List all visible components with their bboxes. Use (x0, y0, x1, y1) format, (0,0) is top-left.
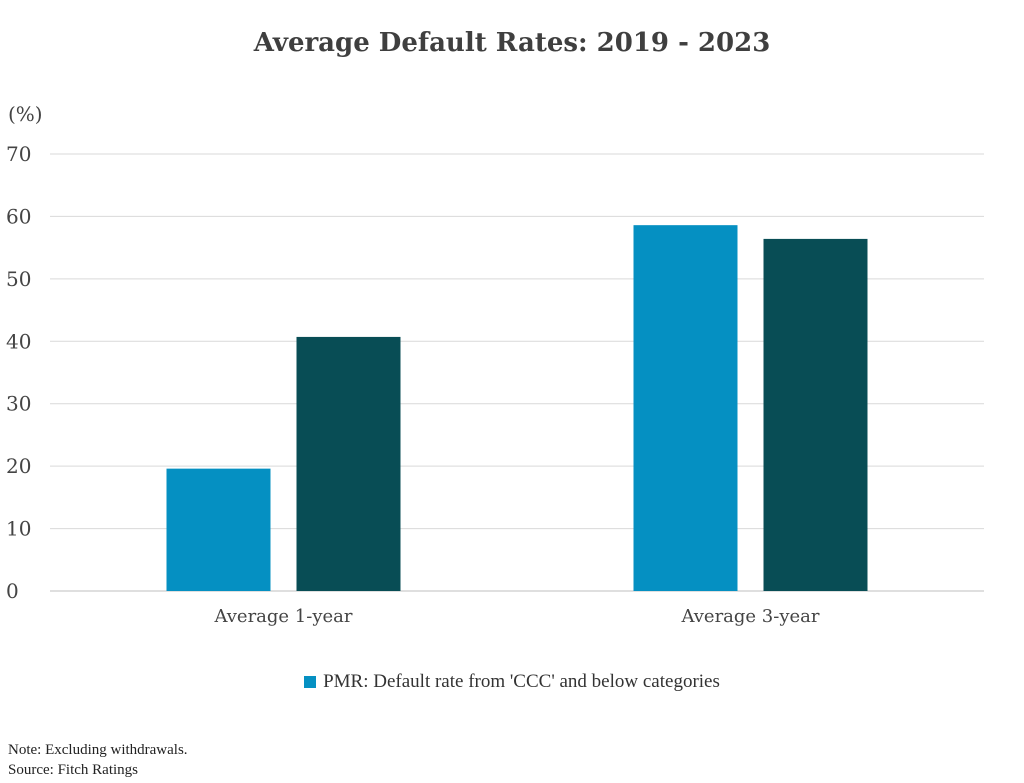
y-tick-label: 70 (6, 142, 31, 166)
y-tick-label: 60 (6, 204, 31, 228)
y-tick-label: 0 (6, 579, 19, 603)
bar (763, 238, 868, 591)
note-text: Note: Excluding withdrawals. (8, 742, 188, 758)
x-tick-label: Average 1-year (213, 606, 352, 627)
bar (296, 336, 401, 591)
y-tick-label: 30 (6, 392, 31, 416)
source-text: Source: Fitch Ratings (8, 762, 138, 778)
x-tick-label: Average 3-year (680, 606, 819, 627)
legend-swatch (304, 676, 317, 688)
legend-label: PMR: Default rate from 'CCC' and below c… (323, 671, 720, 692)
axis-labels: 0 10 20 30 40 50 60 70 (%) Average 1-year Average … (6, 102, 820, 627)
y-axis-label: (%) (8, 102, 43, 126)
y-tick-label: 20 (6, 454, 31, 478)
notes: Note: Excluding withdrawals. Source: Fit… (8, 740, 188, 780)
y-tick-label: 40 (6, 329, 31, 353)
bar (633, 225, 738, 591)
legend: PMR: Default rate from 'CCC' and below c… (0, 671, 1024, 693)
y-tick-label: 10 (6, 517, 31, 541)
bars (166, 225, 868, 591)
chart-title: Average Default Rates: 2019 - 2023 (253, 28, 771, 58)
bar (166, 468, 271, 591)
y-tick-label: 50 (6, 267, 31, 291)
